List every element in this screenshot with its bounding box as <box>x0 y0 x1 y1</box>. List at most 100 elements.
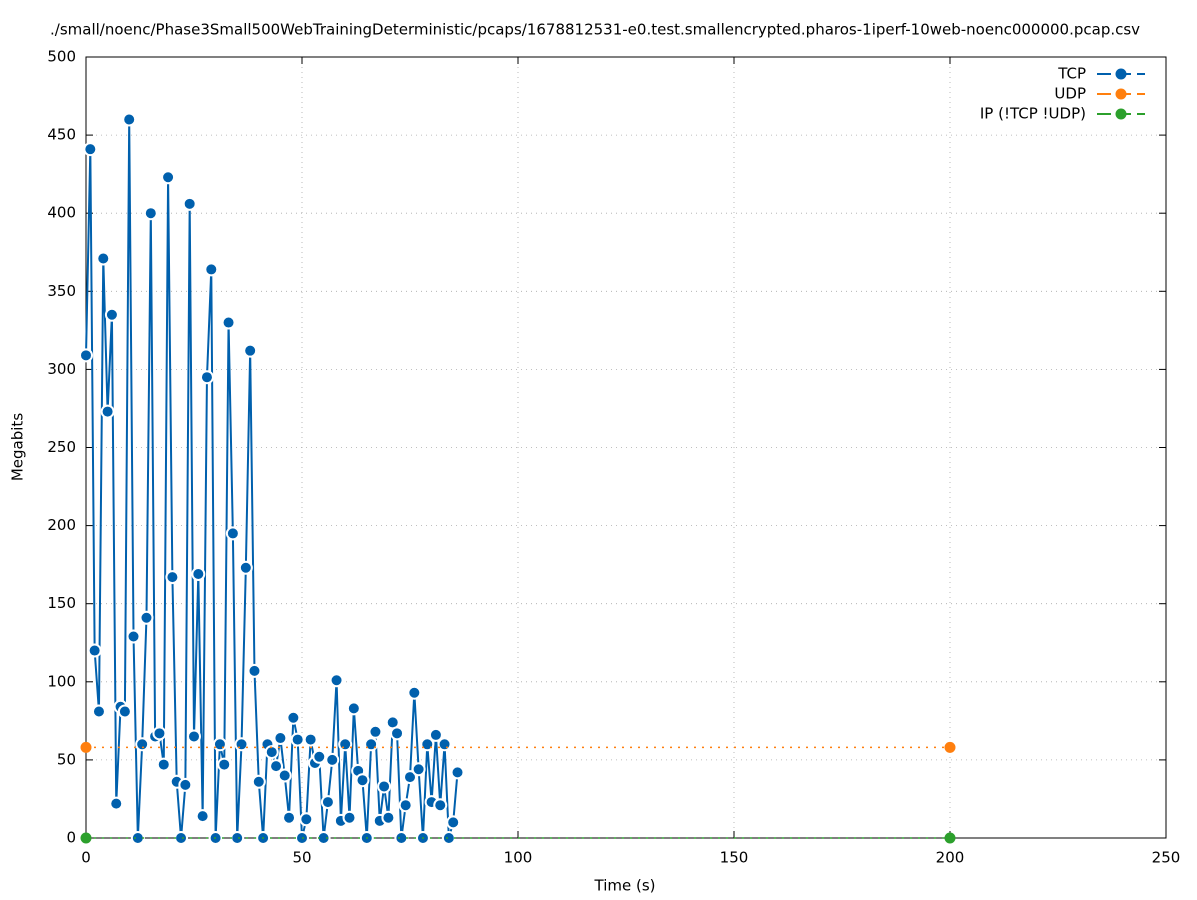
data-point <box>243 343 258 358</box>
data-point <box>433 798 448 813</box>
data-point <box>174 831 189 845</box>
data-point <box>217 757 232 772</box>
data-point <box>368 724 383 739</box>
data-point <box>403 770 417 785</box>
y-tick-label: 0 <box>66 829 76 847</box>
data-point <box>251 774 266 789</box>
data-point <box>398 798 413 813</box>
data-point <box>80 741 92 753</box>
data-point <box>156 757 171 772</box>
data-point <box>329 673 344 688</box>
data-point <box>312 749 327 764</box>
data-point <box>109 796 124 811</box>
y-tick-label: 50 <box>57 750 76 768</box>
data-point <box>122 112 137 127</box>
data-point <box>364 737 379 752</box>
data-point <box>238 560 253 575</box>
data-point <box>381 810 396 825</box>
data-point <box>83 142 98 157</box>
data-point <box>100 404 115 419</box>
data-point <box>944 741 956 753</box>
data-point <box>230 831 245 845</box>
data-point <box>273 731 288 746</box>
y-tick-label: 450 <box>47 126 76 144</box>
data-point <box>143 206 158 221</box>
x-tick-label: 50 <box>292 849 311 867</box>
data-point <box>91 704 106 719</box>
legend-label: IP (!TCP !UDP) <box>980 105 1086 123</box>
data-point <box>450 765 465 780</box>
data-point <box>96 251 111 266</box>
data-point <box>161 170 176 185</box>
data-point <box>195 809 210 824</box>
data-point <box>178 777 193 792</box>
y-tick-label: 350 <box>47 282 76 300</box>
data-point <box>191 567 206 582</box>
y-tick-label: 500 <box>47 48 76 66</box>
data-point <box>390 726 405 741</box>
data-point <box>355 773 370 788</box>
data-point <box>79 348 93 363</box>
data-point <box>187 729 201 744</box>
data-point <box>139 610 154 625</box>
data-point <box>338 737 353 752</box>
data-point <box>437 737 452 752</box>
y-tick-label: 150 <box>47 594 76 612</box>
data-point <box>264 745 279 760</box>
data-point <box>346 701 361 716</box>
data-point <box>282 810 297 825</box>
data-point <box>342 810 357 825</box>
data-point <box>135 737 150 752</box>
data-point <box>221 315 236 330</box>
data-point <box>199 370 214 385</box>
x-tick-label: 250 <box>1152 849 1181 867</box>
data-point <box>411 762 426 777</box>
data-point <box>303 732 318 747</box>
data-point <box>269 759 284 774</box>
data-point <box>320 795 335 810</box>
x-tick-label: 200 <box>936 849 965 867</box>
data-point <box>441 831 456 845</box>
data-point <box>87 643 102 658</box>
data-point <box>80 832 92 844</box>
data-point <box>165 570 180 585</box>
data-point <box>277 768 292 783</box>
plot-border <box>85 56 1167 839</box>
x-tick-label: 100 <box>504 849 533 867</box>
legend-marker <box>1115 108 1127 120</box>
data-point <box>104 307 119 322</box>
data-point <box>428 727 443 742</box>
legend-label: TCP <box>1057 65 1086 83</box>
data-point <box>944 832 956 844</box>
y-tick-label: 200 <box>47 516 76 534</box>
data-point <box>325 752 340 767</box>
y-tick-label: 300 <box>47 360 76 378</box>
data-point <box>117 704 132 719</box>
data-point <box>212 737 227 752</box>
data-point <box>182 196 197 211</box>
y-tick-label: 100 <box>47 672 76 690</box>
data-point <box>286 710 301 725</box>
data-point <box>152 726 167 741</box>
data-point <box>316 831 331 845</box>
legend-label: UDP <box>1054 85 1086 103</box>
data-point <box>446 815 461 830</box>
data-point <box>407 685 422 700</box>
data-point <box>299 812 314 827</box>
x-tick-label: 0 <box>81 849 91 867</box>
legend-marker <box>1115 88 1127 100</box>
data-point <box>126 629 141 644</box>
data-point <box>394 831 409 845</box>
chart-title: ./small/noenc/Phase3Small500WebTrainingD… <box>50 21 1140 39</box>
legend-marker <box>1115 68 1127 80</box>
data-point <box>234 737 249 752</box>
data-point <box>290 732 305 747</box>
y-tick-label: 250 <box>47 438 76 456</box>
x-tick-label: 150 <box>720 849 749 867</box>
data-point <box>225 526 240 541</box>
y-tick-label: 400 <box>47 204 76 222</box>
data-point <box>377 779 392 794</box>
data-point <box>204 262 219 277</box>
x-axis-label: Time (s) <box>594 877 656 895</box>
